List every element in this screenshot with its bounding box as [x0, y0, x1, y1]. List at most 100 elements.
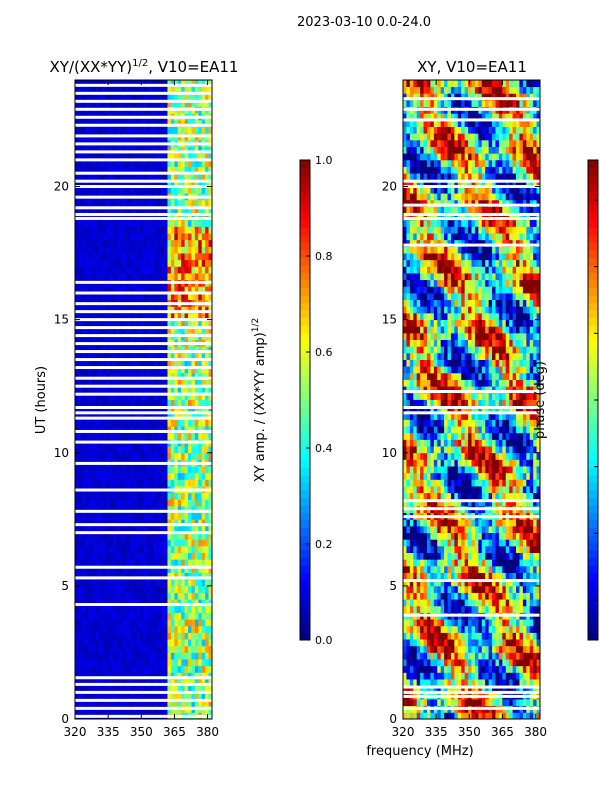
- heatmap-cell: [85, 239, 90, 247]
- heatmap-cell: [447, 539, 452, 547]
- heatmap-cell: [403, 665, 407, 673]
- heatmap-cell: [468, 652, 472, 660]
- heatmap-cell: [423, 539, 428, 547]
- heatmap-cell: [136, 446, 141, 454]
- heatmap-cell: [150, 672, 155, 680]
- heatmap-cell: [150, 119, 155, 127]
- heatmap-cell: [505, 685, 510, 693]
- heatmap-cell: [433, 652, 438, 660]
- heatmap-cell: [146, 679, 151, 687]
- heatmap-cell: [188, 206, 192, 214]
- heatmap-cell: [529, 559, 534, 567]
- heatmap-cell: [143, 213, 148, 221]
- heatmap-cell: [78, 93, 83, 101]
- heatmap-cell: [181, 293, 185, 301]
- heatmap-cell: [140, 312, 144, 321]
- heatmap-cell: [464, 685, 469, 693]
- heatmap-cell: [457, 625, 462, 633]
- heatmap-cell: [505, 585, 510, 593]
- heatmap-cell: [444, 625, 448, 633]
- heatmap-cell: [181, 80, 185, 88]
- heatmap-cell: [109, 426, 114, 434]
- heatmap-cell: [519, 665, 524, 673]
- heatmap-cell: [105, 253, 110, 261]
- heatmap-cell: [519, 685, 524, 693]
- heatmap-cell: [146, 652, 151, 660]
- heatmap-cell: [150, 479, 155, 487]
- heatmap-cell: [160, 552, 165, 560]
- heatmap-cell: [208, 179, 213, 187]
- heatmap-cell: [122, 446, 127, 454]
- heatmap-cell: [188, 639, 192, 647]
- heatmap-cell: [194, 532, 199, 540]
- heatmap-cell: [471, 639, 476, 647]
- heatmap-cell: [136, 306, 141, 314]
- heatmap-cell: [129, 432, 134, 440]
- heatmap-cell: [164, 446, 168, 454]
- heatmap-cell: [474, 585, 479, 593]
- heatmap-cell: [116, 153, 120, 161]
- heatmap-cell: [177, 679, 182, 687]
- heatmap-cell: [502, 665, 507, 673]
- heatmap-cell: [105, 199, 110, 207]
- heatmap-cell: [454, 679, 459, 687]
- heatmap-cell: [81, 525, 86, 534]
- heatmap-cell: [198, 372, 203, 380]
- heatmap-cell: [122, 213, 127, 221]
- heatmap-cell: [153, 253, 158, 261]
- heatmap-cell: [153, 199, 158, 207]
- heatmap-cell: [194, 80, 199, 88]
- heatmap-cell: [474, 632, 479, 640]
- heatmap-cell: [164, 525, 168, 534]
- heatmap-cell: [188, 545, 192, 553]
- heatmap-cell: [157, 659, 162, 667]
- heatmap-cell: [188, 426, 192, 434]
- heatmap-cell: [129, 372, 134, 380]
- heatmap-cell: [201, 186, 206, 194]
- heatmap-cell: [194, 632, 199, 640]
- heatmap-cell: [81, 506, 86, 514]
- heatmap-cell: [444, 679, 448, 687]
- heatmap-cell: [78, 652, 83, 660]
- heatmap-cell: [191, 99, 196, 108]
- heatmap-cell: [129, 226, 134, 234]
- heatmap-cell: [488, 605, 493, 613]
- heatmap-cell: [143, 452, 148, 460]
- heatmap-cell: [88, 585, 93, 593]
- heatmap-cell: [208, 532, 213, 540]
- heatmap-cell: [167, 346, 172, 354]
- heatmap-cell: [536, 565, 541, 573]
- heatmap-cell: [167, 452, 172, 460]
- heatmap-cell: [457, 659, 462, 667]
- heatmap-cell: [167, 479, 172, 487]
- heatmap-cell: [143, 665, 148, 673]
- heatmap-cell: [174, 685, 179, 693]
- heatmap-cell: [140, 605, 144, 613]
- heatmap-cell: [85, 93, 90, 101]
- heatmap-cell: [208, 226, 213, 234]
- heatmap-cell: [167, 559, 172, 567]
- heatmap-cell: [85, 392, 90, 400]
- heatmap-cell: [122, 399, 127, 407]
- heatmap-cell: [170, 239, 175, 247]
- heatmap-cell: [184, 432, 189, 440]
- heatmap-cell: [78, 346, 83, 354]
- heatmap-cell: [516, 685, 520, 693]
- heatmap-cell: [502, 619, 507, 627]
- heatmap-cell: [430, 545, 435, 553]
- heatmap-cell: [201, 173, 206, 181]
- heatmap-cell: [143, 233, 148, 241]
- heatmap-cell: [133, 233, 138, 241]
- heatmap-cell: [409, 625, 414, 633]
- heatmap-cell: [533, 592, 537, 600]
- heatmap-cell: [98, 699, 103, 707]
- heatmap-cell: [146, 346, 151, 354]
- heatmap-cell: [112, 173, 117, 181]
- heatmap-cell: [153, 519, 158, 527]
- heatmap-cell: [505, 559, 510, 567]
- heatmap-cell: [170, 625, 175, 633]
- heatmap-cell: [478, 632, 483, 640]
- heatmap-cell: [177, 246, 182, 254]
- heatmap-cell: [205, 386, 209, 394]
- heatmap-cell: [140, 386, 144, 394]
